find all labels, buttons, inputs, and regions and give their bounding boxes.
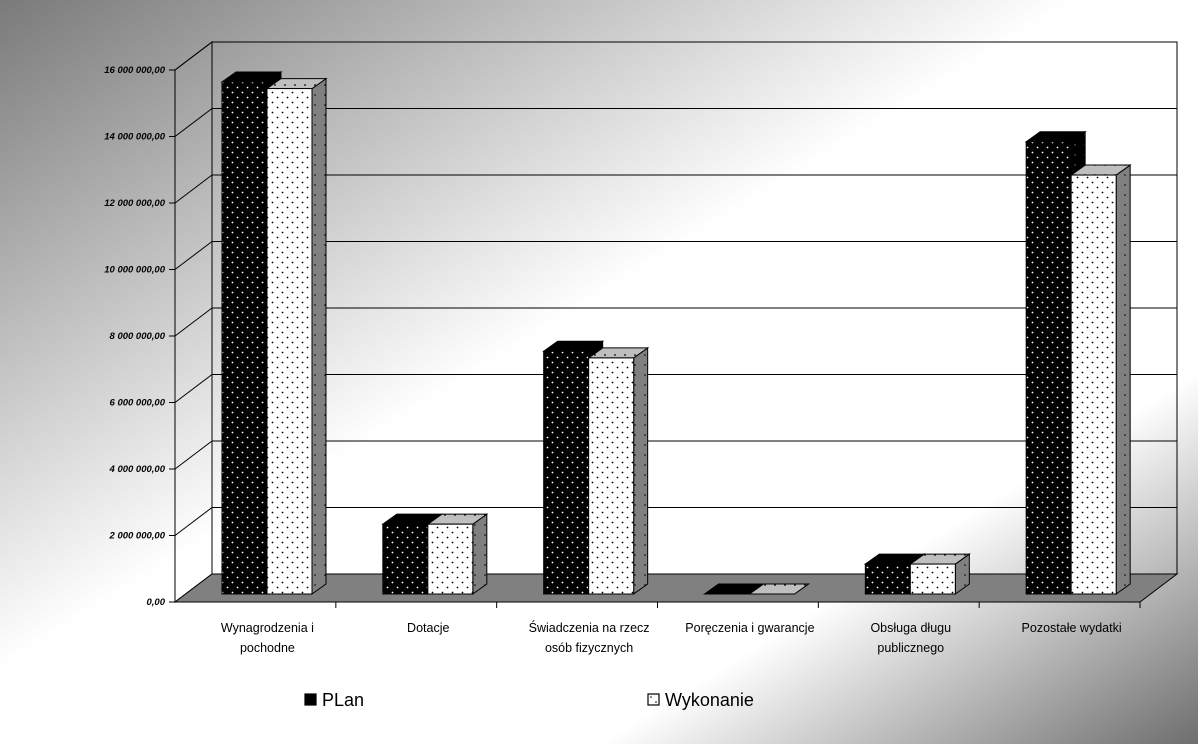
legend-label: Wykonanie <box>665 690 754 710</box>
legend-swatch <box>647 693 660 706</box>
x-category-label: osób fizycznych <box>545 641 633 655</box>
gridline-side <box>174 41 213 71</box>
x-category-label: Poręczenia i gwarancje <box>685 621 814 635</box>
bar-plan <box>864 563 911 595</box>
bar-wykonanie-side <box>1115 164 1131 595</box>
bar-wykonanie <box>1070 174 1117 595</box>
legend-label: PLan <box>322 690 364 710</box>
bar-wykonanie-top <box>747 583 811 595</box>
legend-swatch-dot <box>650 696 652 698</box>
x-category-label: Pozostałe wydatki <box>1022 621 1122 635</box>
legend-swatch-dot <box>655 701 657 703</box>
bar-wykonanie <box>909 563 956 595</box>
gridline-side <box>174 507 213 536</box>
gridline-side <box>174 440 213 470</box>
bar-wykonanie-side <box>311 77 327 595</box>
x-category-label: publicznego <box>877 641 944 655</box>
y-tick-label: 16 000 000,00 <box>104 65 165 76</box>
bar-plan <box>543 350 590 595</box>
gridline-side <box>174 174 213 204</box>
y-tick-label: 6 000 000,00 <box>110 398 166 409</box>
y-tick-label: 4 000 000,00 <box>109 464 166 475</box>
y-tick-label: 0,00 <box>147 597 166 608</box>
bar-wykonanie-side <box>633 346 649 595</box>
x-category-label: Wynagrodzenia i <box>221 621 314 635</box>
x-category-label: pochodne <box>240 641 295 655</box>
y-tick-label: 2 000 000,00 <box>109 531 166 542</box>
gridline-side <box>174 307 213 337</box>
legend-swatch <box>304 693 317 706</box>
gridline-side <box>174 241 213 270</box>
y-tick-label: 10 000 000,00 <box>104 265 165 276</box>
y-tick-label: 12 000 000,00 <box>104 198 165 209</box>
x-category-label: Obsługa długu <box>870 621 951 635</box>
gridline-side <box>174 108 213 137</box>
gridline-side <box>174 374 213 403</box>
bar-wykonanie <box>427 523 474 595</box>
bar-plan <box>221 81 268 595</box>
y-tick-label: 8 000 000,00 <box>110 331 166 342</box>
bar-wykonanie <box>588 357 635 595</box>
bar-wykonanie <box>266 88 313 595</box>
x-category-label: Świadczenia na rzecz <box>529 620 650 635</box>
y-tick-label: 14 000 000,00 <box>104 132 165 143</box>
bar-wykonanie-side <box>472 513 488 595</box>
bar-plan <box>382 523 429 595</box>
x-category-label: Dotacje <box>407 621 449 635</box>
bar-plan <box>1025 141 1072 595</box>
